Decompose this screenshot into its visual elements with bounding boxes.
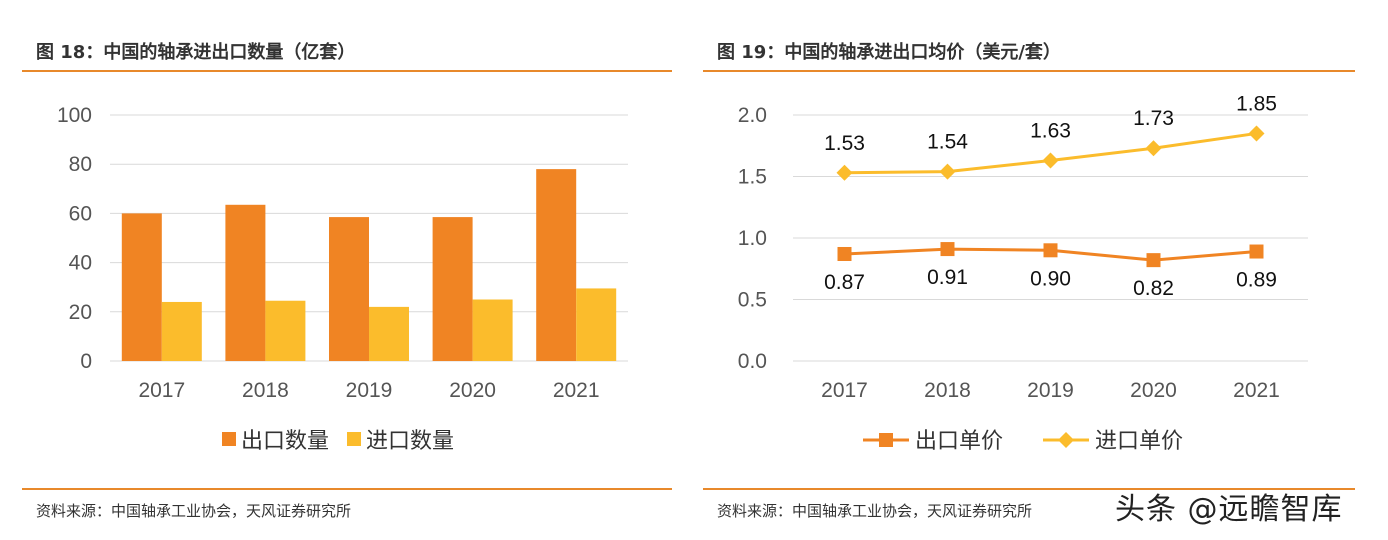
source-note: 资料来源：中国轴承工业协会，天风证券研究所 (36, 502, 352, 520)
title-divider (22, 70, 672, 72)
x-tick-label: 2021 (1233, 379, 1280, 402)
data-label: 0.89 (1236, 269, 1277, 292)
watermark: 头条 @远瞻智库 (1115, 492, 1343, 527)
data-point (836, 164, 853, 181)
data-label: 0.90 (1030, 267, 1071, 290)
data-label: 1.85 (1236, 92, 1277, 115)
data-point (1043, 243, 1058, 258)
data-label: 1.53 (824, 132, 865, 155)
data-label: 0.82 (1133, 277, 1174, 300)
line-chart-panel: 图 19：中国的轴承进出口均价（美元/套） 0.0 0.5 1.0 1.5 2.0 201… (703, 0, 1355, 540)
data-point (1248, 125, 1265, 142)
x-tick-label: 2020 (1130, 379, 1177, 402)
source-divider (22, 488, 672, 490)
bar (121, 213, 162, 361)
data-point (837, 246, 852, 261)
y-tick-label: 100 (57, 104, 92, 127)
data-label: 0.87 (824, 271, 865, 294)
x-tick-label: 2021 (553, 379, 600, 402)
bar (369, 306, 409, 361)
legend-label: 进口数量 (366, 429, 454, 454)
data-label: 1.63 (1030, 120, 1071, 143)
y-tick-label: 60 (69, 202, 92, 225)
data-point (1146, 253, 1161, 268)
data-label: 0.91 (927, 266, 968, 289)
legend-swatch (222, 432, 236, 446)
legend-label: 出口单价 (915, 429, 1003, 454)
source-note: 资料来源：中国轴承工业协会，天风证券研究所 (717, 502, 1033, 520)
y-tick-label: 0.5 (738, 289, 767, 312)
y-tick-label: 1.0 (738, 227, 767, 250)
bar (536, 169, 577, 361)
bar-chart: 0 20 40 60 80 100 2017 2018 2019 2020 2021 出口数量 进口数量 (57, 104, 628, 454)
bar (432, 217, 473, 361)
bar (225, 204, 266, 361)
bar (161, 301, 202, 361)
line-chart: 0.0 0.5 1.0 1.5 2.0 2017 2018 2019 2020 2021 0.87 0… (738, 92, 1308, 454)
y-tick-label: 0 (80, 350, 92, 373)
legend-marker (1058, 432, 1074, 448)
bar-chart-panel: 图 18：中国的轴承进出口数量（亿套） 0 20 40 60 80 100 2017 2018… (22, 0, 672, 540)
x-tick-label: 2019 (1027, 379, 1074, 402)
chart-title: 图 18：中国的轴承进出口数量（亿套） (36, 42, 356, 63)
bar (576, 288, 617, 361)
data-point (1042, 152, 1059, 169)
x-tick-label: 2018 (242, 379, 289, 402)
y-tick-label: 80 (69, 153, 92, 176)
x-tick-label: 2018 (924, 379, 971, 402)
title-divider (703, 70, 1355, 72)
y-tick-label: 1.5 (738, 166, 767, 189)
bar (472, 299, 513, 361)
bar (265, 300, 306, 361)
legend-marker (879, 433, 893, 447)
chart-title: 图 19：中国的轴承进出口均价（美元/套） (717, 42, 1061, 63)
data-label: 1.54 (927, 131, 968, 154)
bar (329, 217, 369, 361)
y-tick-label: 40 (69, 252, 92, 275)
legend-label: 出口数量 (241, 429, 329, 454)
data-point (1249, 244, 1264, 259)
y-tick-label: 0.0 (738, 350, 767, 373)
x-tick-label: 2019 (346, 379, 393, 402)
x-tick-label: 2017 (821, 379, 868, 402)
legend-swatch (347, 432, 361, 446)
data-point (939, 163, 956, 180)
x-tick-label: 2020 (449, 379, 496, 402)
y-tick-label: 20 (69, 301, 92, 324)
y-tick-label: 2.0 (738, 104, 767, 127)
x-tick-label: 2017 (138, 379, 185, 402)
legend-label: 进口单价 (1095, 429, 1183, 454)
data-point (1145, 140, 1162, 157)
data-point (940, 242, 955, 257)
source-divider (703, 488, 1355, 490)
data-label: 1.73 (1133, 107, 1174, 130)
